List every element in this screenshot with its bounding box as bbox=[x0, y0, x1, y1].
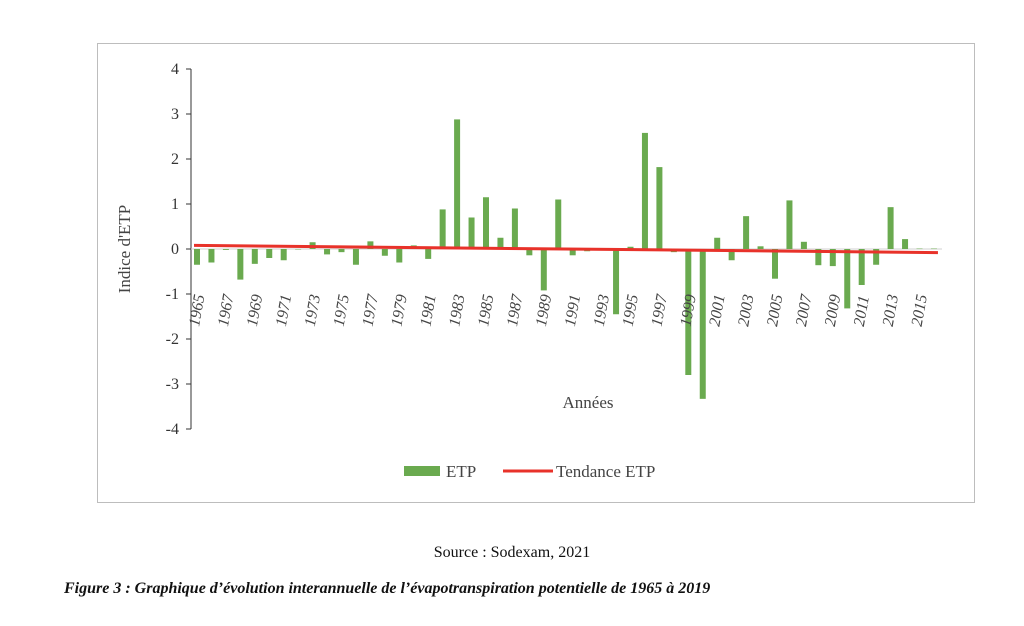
bar-1970 bbox=[266, 249, 273, 258]
bar-1967 bbox=[222, 249, 229, 250]
x-tick-label: 2015 bbox=[909, 293, 931, 327]
x-tick-label: 1975 bbox=[331, 293, 353, 327]
bar-1965 bbox=[194, 249, 200, 265]
bar-1996 bbox=[641, 132, 648, 249]
bar-2000 bbox=[699, 249, 706, 399]
bar-1990 bbox=[555, 199, 562, 249]
x-tick-label: 1979 bbox=[388, 293, 410, 327]
bar-2001 bbox=[714, 237, 721, 249]
bar-1975 bbox=[338, 249, 345, 253]
x-tick-label: 1991 bbox=[562, 293, 584, 327]
bar-1984 bbox=[468, 217, 475, 249]
bar-2006 bbox=[786, 200, 793, 249]
bar-1979 bbox=[396, 249, 403, 263]
legend-label-etp: ETP bbox=[446, 462, 476, 481]
source-note: Source : Sodexam, 2021 bbox=[433, 544, 591, 561]
bar-1991 bbox=[569, 249, 576, 256]
bar-2008 bbox=[815, 249, 822, 266]
trend-line bbox=[193, 243, 938, 255]
bar-1983 bbox=[454, 119, 461, 250]
x-tick-label: 2007 bbox=[793, 292, 815, 327]
x-tick-label: 1967 bbox=[215, 292, 237, 327]
bar-1986 bbox=[497, 237, 504, 249]
x-tick-label: 1995 bbox=[620, 293, 642, 327]
x-tick-label: 1981 bbox=[417, 293, 439, 327]
bar-1966 bbox=[208, 249, 215, 263]
bar-1999 bbox=[685, 249, 692, 375]
x-tick-label: 1983 bbox=[446, 293, 468, 327]
bar-1981 bbox=[425, 249, 432, 259]
bar-1968 bbox=[237, 249, 244, 280]
y-tick-label: -2 bbox=[166, 331, 179, 348]
x-tick-label: 1973 bbox=[302, 293, 324, 327]
x-tick-label: 1985 bbox=[475, 293, 497, 327]
legend-swatch-etp bbox=[404, 466, 440, 476]
bar-1989 bbox=[540, 249, 547, 291]
bar-2005 bbox=[772, 249, 778, 279]
x-tick-label: 1997 bbox=[649, 292, 671, 327]
y-tick-label: 3 bbox=[171, 106, 179, 123]
y-tick-label: -4 bbox=[166, 421, 179, 438]
bar-1994 bbox=[613, 249, 620, 315]
chart-frame: 4 3 2 1 0 -1 -2 -3 -4 1965 1967 1969 1971 1973 1975 197… bbox=[97, 43, 975, 503]
bar-1976 bbox=[352, 249, 359, 265]
y-axis-label: Indice d'ETP bbox=[115, 205, 134, 294]
bar-1982 bbox=[439, 209, 446, 249]
x-tick-label: 1965 bbox=[186, 293, 208, 327]
bar-1988 bbox=[526, 249, 533, 256]
bar-2002 bbox=[728, 249, 735, 261]
y-tick-label: -3 bbox=[166, 376, 179, 393]
y-tick-label: 1 bbox=[171, 196, 179, 213]
x-tick-label: 2005 bbox=[764, 293, 786, 327]
x-tick-label: 1999 bbox=[677, 293, 699, 327]
x-tick-label: 1969 bbox=[244, 293, 266, 327]
y-tick-label: -1 bbox=[166, 286, 179, 303]
bar-2004 bbox=[757, 246, 764, 249]
y-tick-label: 0 bbox=[171, 241, 179, 258]
figure-caption: Figure 3 : Graphique d’évolution interan… bbox=[64, 580, 711, 597]
bar-2015 bbox=[916, 248, 923, 250]
bar-2010 bbox=[844, 249, 851, 309]
bar-2007 bbox=[800, 241, 807, 249]
x-tick-label: 1993 bbox=[591, 293, 613, 327]
bar-2012 bbox=[873, 249, 880, 265]
bar-1987 bbox=[511, 208, 518, 249]
bar-1969 bbox=[251, 249, 258, 264]
bar-1972 bbox=[295, 249, 302, 250]
legend-label-trend: Tendance ETP bbox=[556, 462, 655, 481]
bar-2009 bbox=[829, 249, 836, 267]
x-tick-label: 1971 bbox=[273, 293, 295, 327]
x-tick-label: 2003 bbox=[735, 293, 757, 327]
bar-2003 bbox=[743, 216, 750, 249]
etp-chart: 4 3 2 1 0 -1 -2 -3 -4 1965 1967 1969 1971 1973 1975 197… bbox=[115, 61, 942, 481]
x-tick-label: 2009 bbox=[822, 293, 844, 327]
y-tick-label: 2 bbox=[171, 151, 179, 168]
bar-2011 bbox=[858, 249, 865, 285]
x-tick-label: 2013 bbox=[880, 293, 902, 327]
x-tick-label: 1989 bbox=[533, 293, 555, 327]
bar-1997 bbox=[656, 167, 663, 249]
bar-2014 bbox=[902, 239, 909, 249]
bar-1978 bbox=[381, 249, 388, 256]
x-tick-label: 2001 bbox=[706, 293, 728, 327]
x-axis-label: Années bbox=[563, 393, 614, 412]
bar-1971 bbox=[280, 249, 287, 261]
bar-1977 bbox=[367, 241, 374, 249]
x-tick-label: 1987 bbox=[504, 292, 526, 327]
x-tick-label: 2011 bbox=[851, 294, 873, 327]
x-tick-label: 1977 bbox=[360, 292, 382, 327]
bar-1974 bbox=[324, 249, 331, 255]
bar-2016 bbox=[930, 248, 937, 250]
bar-1985 bbox=[483, 197, 489, 249]
y-tick-label: 4 bbox=[171, 61, 179, 78]
bar-1995 bbox=[627, 246, 634, 249]
bar-2013 bbox=[887, 207, 894, 249]
